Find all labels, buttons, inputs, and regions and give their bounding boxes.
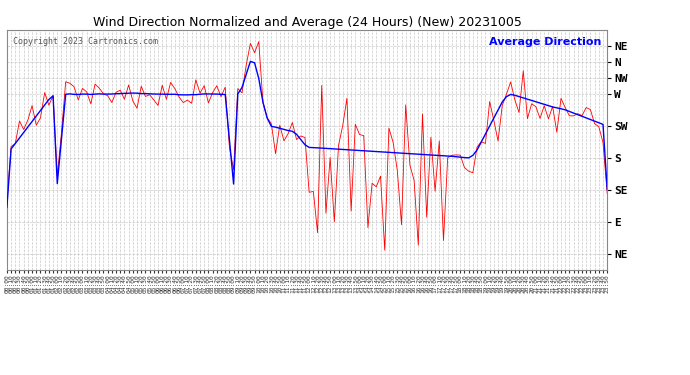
Text: Copyright 2023 Cartronics.com: Copyright 2023 Cartronics.com — [13, 37, 158, 46]
Text: Average Direction: Average Direction — [489, 37, 601, 47]
Title: Wind Direction Normalized and Average (24 Hours) (New) 20231005: Wind Direction Normalized and Average (2… — [92, 16, 522, 29]
